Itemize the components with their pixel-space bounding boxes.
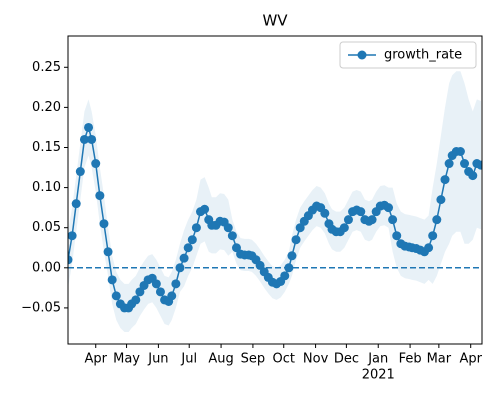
x-tick-label: Jul — [180, 352, 197, 367]
legend-label: growth_rate — [384, 48, 462, 63]
legend-box — [339, 41, 477, 69]
point — [468, 171, 478, 181]
x-tick-label: Feb — [399, 352, 422, 367]
point — [200, 204, 210, 214]
point — [428, 231, 438, 241]
point — [384, 203, 394, 213]
point — [79, 134, 89, 144]
point — [392, 231, 402, 241]
point — [291, 235, 301, 245]
point — [91, 159, 101, 169]
point — [280, 271, 290, 281]
y-tick-label: 0.00 — [32, 260, 61, 275]
x-tick-sublabel: 2021 — [362, 368, 395, 383]
point — [135, 287, 145, 297]
x-tick-label: Jun — [147, 352, 168, 367]
x-tick-label: Dec — [334, 352, 359, 367]
point — [455, 147, 465, 156]
x-tick-label: May — [113, 352, 140, 367]
point — [155, 287, 165, 297]
point — [111, 291, 121, 301]
x-tick-label: Jan — [367, 352, 388, 367]
point — [68, 231, 77, 241]
x-tick-label: Nov — [303, 352, 329, 367]
plot-area — [68, 71, 482, 332]
point — [107, 275, 117, 285]
point — [151, 279, 161, 289]
point — [71, 199, 81, 209]
point — [388, 215, 398, 225]
x-tick-label: Aug — [208, 352, 233, 367]
point — [356, 207, 366, 217]
point — [191, 223, 201, 233]
y-tick-label: 0.20 — [32, 100, 61, 115]
x-tick-label: Oct — [272, 352, 294, 367]
point — [84, 122, 94, 132]
y-tick-label: 0.25 — [32, 60, 61, 75]
point — [223, 223, 233, 233]
point — [339, 223, 349, 233]
point — [343, 215, 353, 225]
axes-frame — [67, 35, 483, 345]
point — [131, 295, 141, 305]
point — [175, 263, 185, 273]
x-tick-label: Sep — [241, 352, 266, 367]
y-tick-label: −0.05 — [21, 300, 61, 315]
point — [231, 243, 241, 253]
point — [227, 231, 237, 241]
point — [183, 243, 193, 253]
confidence-band — [68, 71, 481, 332]
point — [295, 223, 305, 233]
y-tick-label: 0.10 — [32, 180, 61, 195]
x-tick-label: Apr — [84, 352, 107, 367]
point — [367, 215, 377, 225]
y-tick-label: 0.15 — [32, 140, 61, 155]
point — [179, 253, 189, 263]
y-tick-label: 0.05 — [32, 220, 61, 235]
point — [444, 159, 454, 169]
point — [424, 243, 434, 253]
point — [103, 247, 113, 257]
point — [432, 215, 442, 225]
point — [87, 134, 97, 144]
point — [460, 159, 470, 169]
x-tick-label: Apr — [459, 352, 482, 367]
chart-title: WV — [262, 12, 288, 30]
x-tick-label: Mar — [427, 352, 452, 367]
point — [255, 260, 265, 270]
point — [95, 191, 105, 201]
legend-marker — [357, 50, 367, 60]
point — [68, 255, 73, 265]
point — [284, 263, 294, 273]
point — [287, 251, 297, 261]
point — [167, 291, 177, 301]
point — [171, 279, 181, 289]
point — [436, 195, 446, 205]
point — [99, 219, 109, 229]
point — [476, 160, 482, 170]
point — [75, 167, 85, 177]
point — [440, 175, 450, 185]
point — [320, 208, 330, 218]
point — [187, 235, 197, 245]
